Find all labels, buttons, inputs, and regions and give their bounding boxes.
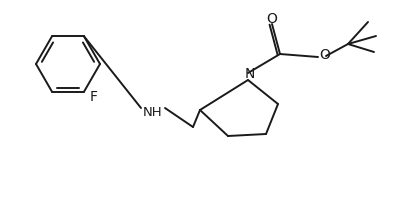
- Text: F: F: [90, 90, 98, 104]
- Text: N: N: [245, 67, 255, 81]
- Text: O: O: [266, 12, 278, 26]
- Text: O: O: [320, 48, 330, 62]
- Text: NH: NH: [143, 106, 163, 119]
